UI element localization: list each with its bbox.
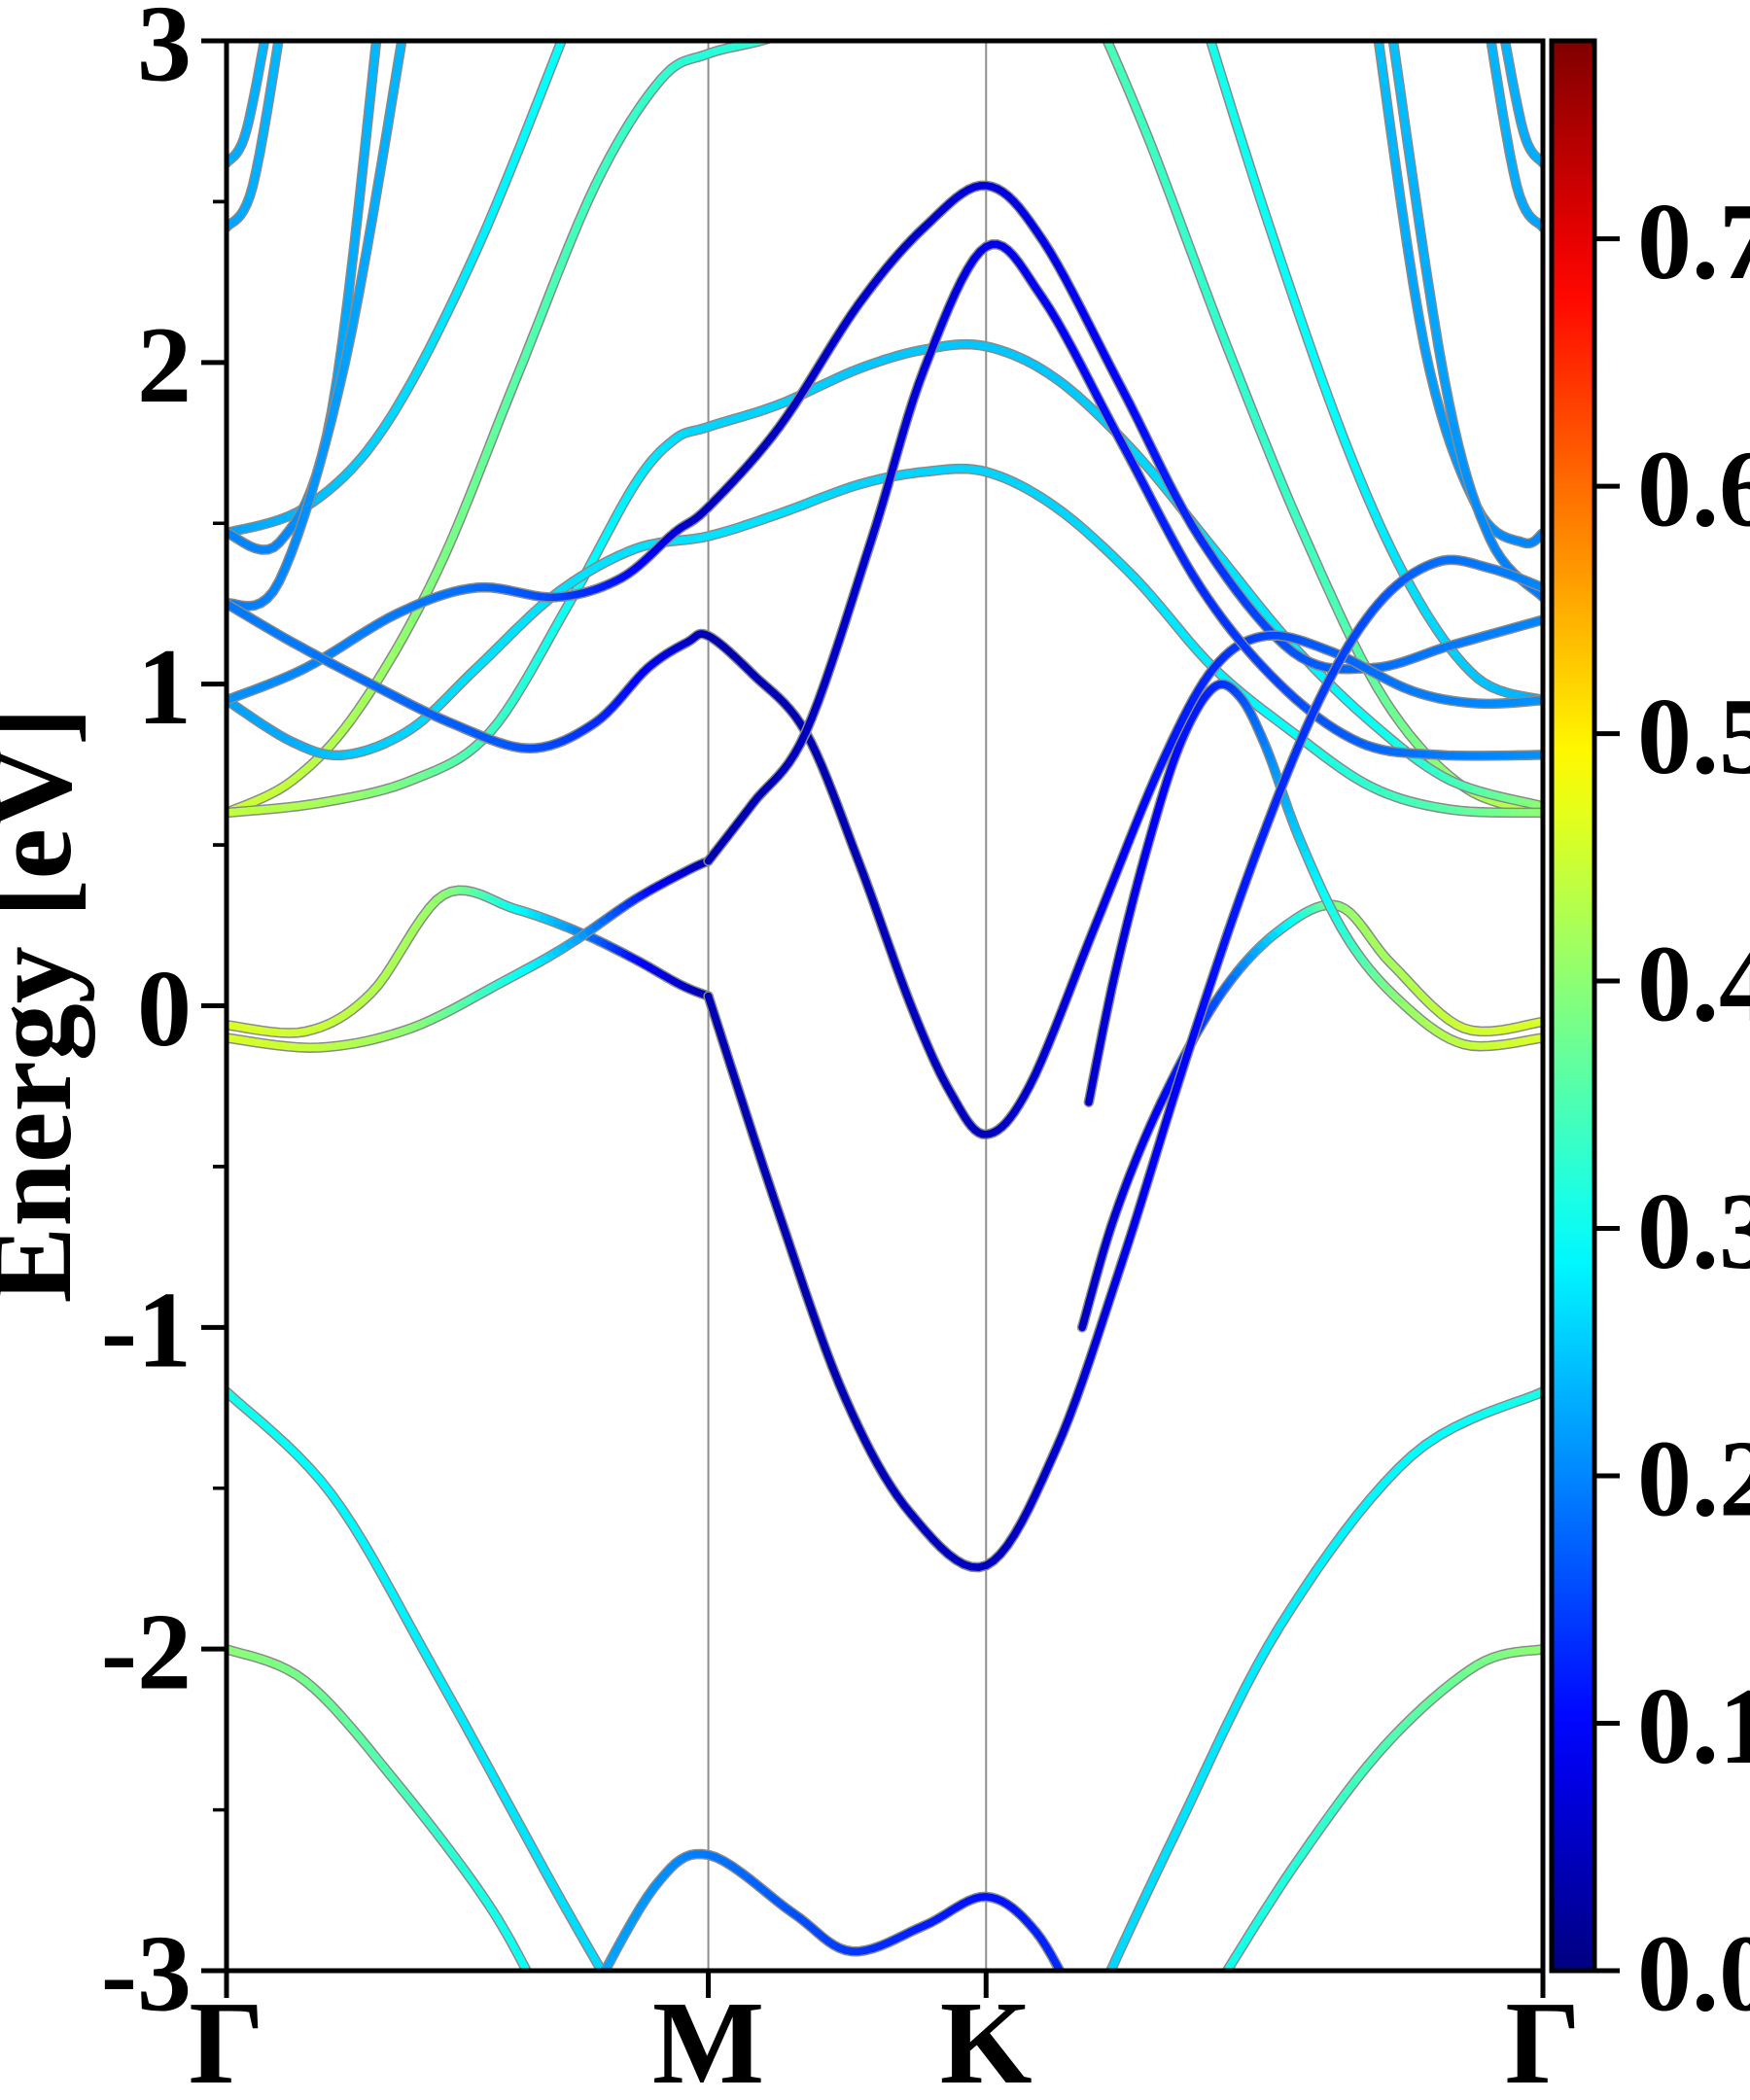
- x-tick-label: M: [652, 1978, 764, 2100]
- band-green-right-a: [1102, 41, 1543, 819]
- band-flat-hump-left-lower: [227, 856, 714, 1053]
- y-tick-label: -3: [101, 1913, 192, 2034]
- colorbar-tick-label: 0.7: [1637, 182, 1750, 302]
- band-outline: [1104, 1386, 1543, 1971]
- y-tick-label: 1: [137, 627, 192, 748]
- band-outline: [1486, 41, 1543, 233]
- band-outline: [227, 41, 284, 233]
- band-lines: [227, 41, 1543, 1971]
- y-axis-label: Energy [eV]: [0, 708, 95, 1304]
- y-tick-label: 3: [137, 0, 192, 104]
- band-valence-deep-right-a: [1220, 1643, 1543, 1971]
- band-outline: [227, 1643, 533, 1971]
- band-outline: [1220, 1643, 1543, 1971]
- band-valence-deep-right-b: [1104, 1386, 1543, 1971]
- colorbar-ticks: [1594, 236, 1620, 1974]
- colorbar-tick-label: 0.4: [1637, 924, 1750, 1044]
- axis-ticks: [201, 38, 1546, 1998]
- colorbar: [1549, 38, 1597, 1974]
- y-tick-label: -2: [101, 1592, 192, 1712]
- x-tick-label: Γ: [1505, 1978, 1581, 2100]
- band-corner-top-left-a: [227, 41, 284, 233]
- colorbar-tick-labels: 0.0 0.1 0.2 0.3 0.4 0.5 0.6 0.7: [1637, 182, 1750, 2034]
- band-green-right-b: [1205, 41, 1543, 706]
- band-dirac-upper-v: [227, 598, 1543, 1140]
- band-valence-deep-left-b: [227, 1386, 608, 1971]
- band-flat-hump-left-upper: [227, 885, 714, 1038]
- band-outline: [227, 1386, 608, 1971]
- band-flat-hump-right-upper: [1076, 899, 1543, 1333]
- band-dirac-lower-v: [703, 554, 1543, 1573]
- band-outline: [227, 463, 1543, 819]
- band-outline: [227, 338, 1543, 819]
- band-steep-top-left-c: [227, 41, 568, 539]
- band-flat-hump-right-lower: [1083, 679, 1543, 1107]
- band-valence-mid-w: [599, 1848, 1067, 1971]
- colorbar-tick-label: 0.2: [1637, 1418, 1750, 1539]
- x-tick-label: Γ: [189, 1978, 264, 2100]
- band-outline: [703, 554, 1543, 1573]
- band-outline: [227, 598, 1543, 1140]
- colorbar-tick-label: 0.5: [1637, 677, 1750, 797]
- band-s-band-upper: [227, 338, 1543, 819]
- band-corner-top-right-a: [1486, 41, 1543, 233]
- colorbar-tick-label: 0.1: [1637, 1666, 1750, 1787]
- band-steep-top-left-b: [227, 41, 407, 612]
- plot-frame: [224, 38, 1546, 1974]
- band-m-step-rising-arc: [703, 239, 1543, 866]
- x-tick-label: K: [940, 1978, 1032, 2100]
- band-corner-top-right-b: [1499, 41, 1543, 168]
- band-outline: [1102, 41, 1543, 819]
- y-tick-label: 2: [137, 305, 192, 426]
- band-valence-deep-left-a: [227, 1643, 533, 1971]
- band-outline: [227, 41, 568, 539]
- colorbar-tick-label: 0.6: [1637, 429, 1750, 549]
- band-corner-top-left-b: [227, 41, 270, 168]
- y-tick-label: 0: [137, 949, 192, 1069]
- colorbar-tick-label: 0.0: [1637, 1913, 1750, 2034]
- y-tick-label: -1: [101, 1271, 192, 1391]
- band-s-band-lower: [227, 463, 1543, 819]
- colorbar-tick-label: 0.3: [1637, 1172, 1750, 1292]
